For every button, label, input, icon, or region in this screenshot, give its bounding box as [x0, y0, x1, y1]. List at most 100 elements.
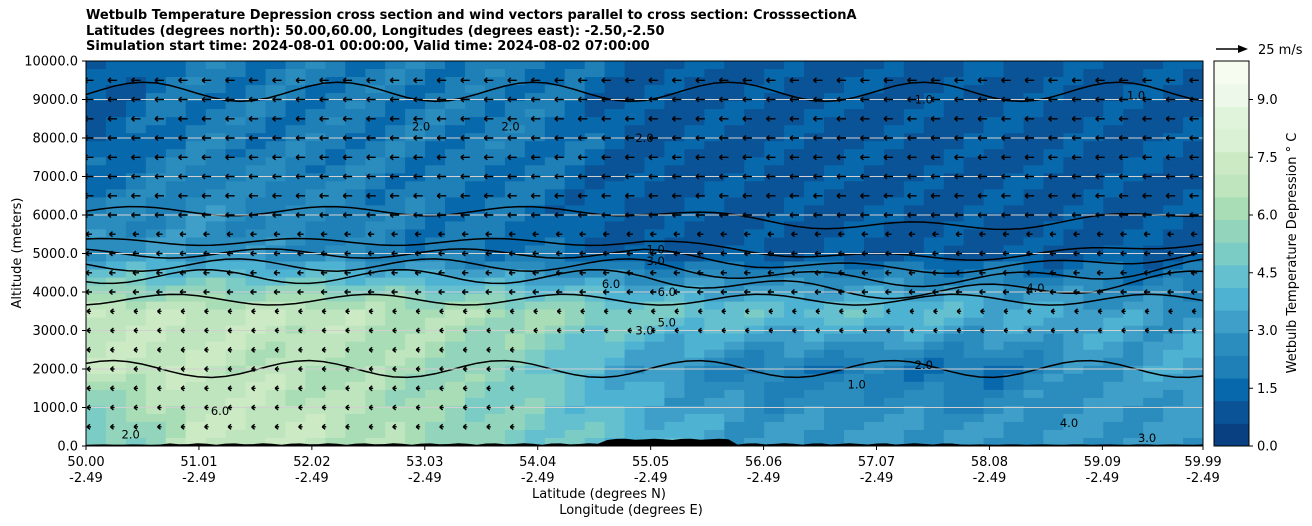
- field-cell: [923, 213, 945, 222]
- field-cell: [1083, 181, 1104, 190]
- wind-vector-icon: [860, 211, 870, 219]
- field-cell: [504, 285, 526, 295]
- field-cell: [225, 181, 247, 190]
- field-cell: [504, 301, 526, 311]
- field-cell: [86, 173, 107, 182]
- wind-vector-icon: [977, 154, 988, 161]
- field-cell: [983, 69, 1005, 78]
- field-cell: [764, 93, 785, 102]
- field-cell: [345, 101, 366, 110]
- wind-vector-icon: [1071, 154, 1082, 161]
- field-cell: [205, 189, 227, 198]
- field-cell: [883, 229, 905, 238]
- wind-vector-icon: [1049, 269, 1057, 276]
- field-cell: [125, 109, 147, 118]
- field-cell: [305, 349, 326, 359]
- field-cell: [724, 213, 745, 222]
- wind-vector-icon: [86, 365, 91, 373]
- wind-vector-icon: [860, 154, 870, 161]
- wind-vector-icon: [673, 269, 680, 276]
- field-cell: [1163, 93, 1184, 102]
- field-cell: [744, 253, 765, 263]
- field-cell: [145, 293, 167, 303]
- field-cell: [684, 165, 705, 174]
- field-cell: [185, 221, 207, 230]
- field-cell: [764, 333, 785, 343]
- wind-vector-icon: [86, 192, 94, 199]
- field-cell: [684, 333, 705, 343]
- field-cell: [285, 77, 306, 86]
- field-cell: [325, 85, 346, 94]
- wind-vector-icon: [366, 192, 376, 199]
- wind-vector-icon: [461, 231, 469, 238]
- field-cell: [445, 149, 466, 158]
- field-cell: [1123, 301, 1144, 311]
- field-cell: [385, 430, 406, 439]
- wind-vector-icon: [274, 308, 280, 315]
- colorbar-segment: [1214, 174, 1249, 198]
- field-cell: [1063, 341, 1084, 351]
- field-cell: [584, 221, 606, 230]
- field-cell: [86, 277, 107, 287]
- field-cell: [165, 269, 187, 279]
- field-cell: [724, 357, 745, 367]
- field-cell: [844, 213, 865, 222]
- field-cell: [1043, 181, 1064, 190]
- field-cell: [684, 85, 705, 94]
- wind-vector-icon: [392, 346, 397, 353]
- wind-vector-icon: [1024, 192, 1035, 199]
- field-cell: [1143, 69, 1164, 78]
- field-cell: [684, 221, 705, 230]
- field-cell: [1103, 317, 1124, 327]
- field-cell: [923, 173, 945, 182]
- wind-vector-icon: [814, 250, 821, 257]
- wind-vector-icon: [530, 134, 541, 142]
- field-cell: [624, 149, 646, 158]
- field-cell: [185, 205, 207, 214]
- field-cell: [844, 165, 865, 174]
- field-cell: [445, 317, 466, 327]
- field-cell: [604, 61, 626, 70]
- field-cell: [564, 301, 586, 311]
- field-cell: [704, 101, 725, 110]
- field-cell: [225, 109, 247, 118]
- field-cell: [824, 141, 845, 150]
- field-cell: [245, 165, 267, 174]
- field-cell: [1103, 157, 1124, 166]
- wind-vector-icon: [391, 269, 398, 276]
- wind-vector-icon: [696, 288, 704, 296]
- field-cell: [1103, 285, 1124, 295]
- field-cell: [644, 341, 665, 351]
- field-cell: [983, 397, 1005, 407]
- field-cell: [624, 197, 646, 206]
- wind-vector-icon: [1026, 231, 1033, 238]
- field-cell: [145, 109, 167, 118]
- field-cell: [504, 341, 526, 351]
- field-cell: [225, 157, 247, 166]
- wind-vector-icon: [742, 96, 752, 103]
- wind-vector-icon: [109, 231, 116, 238]
- wind-vector-icon: [979, 250, 986, 257]
- field-cell: [285, 333, 306, 343]
- wind-vector-icon: [955, 288, 963, 296]
- wind-vector-icon: [298, 308, 303, 315]
- wind-vector-icon: [298, 423, 303, 430]
- field-cell: [1043, 101, 1064, 110]
- field-cell: [644, 381, 665, 391]
- wind-vector-icon: [392, 365, 397, 373]
- field-cell: [305, 229, 326, 238]
- field-cell: [604, 317, 626, 327]
- field-cell: [824, 333, 845, 343]
- field-cell: [704, 165, 725, 174]
- field-cell: [744, 317, 765, 327]
- field-cell: [504, 149, 526, 158]
- wind-vector-icon: [86, 173, 94, 180]
- field-cell: [644, 149, 665, 158]
- y-tick-label: 8000.0: [33, 132, 79, 147]
- field-cell: [185, 165, 207, 174]
- field-cell: [584, 317, 606, 327]
- field-cell: [504, 389, 526, 399]
- field-cell: [863, 438, 885, 446]
- field-cell: [285, 381, 306, 391]
- field-cell: [245, 301, 267, 311]
